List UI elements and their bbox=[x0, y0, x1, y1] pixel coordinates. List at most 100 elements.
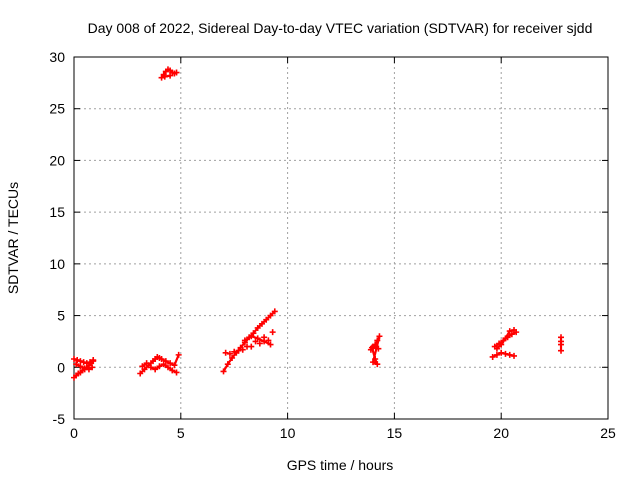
point-trail bbox=[370, 347, 377, 360]
data-points bbox=[71, 66, 565, 381]
point-trail bbox=[164, 74, 171, 78]
y-axis-label: SDTVAR / TECUs bbox=[5, 182, 21, 294]
chart-title: Day 008 of 2022, Sidereal Day-to-day VTE… bbox=[88, 20, 593, 36]
point-trail bbox=[173, 354, 180, 366]
point-trail bbox=[161, 358, 167, 363]
y-tick-label: 20 bbox=[49, 152, 65, 168]
point-trail bbox=[75, 363, 81, 368]
x-tick-label: 10 bbox=[280, 425, 296, 441]
cluster-20h bbox=[489, 327, 520, 360]
data-point bbox=[256, 340, 263, 347]
point-trail bbox=[509, 328, 515, 333]
plot-frame bbox=[73, 56, 609, 420]
point-trail bbox=[163, 363, 169, 369]
point-trail bbox=[79, 369, 84, 374]
point-trail bbox=[79, 365, 86, 370]
point-trail bbox=[269, 310, 276, 317]
y-tick-label: 30 bbox=[49, 49, 65, 65]
data-point bbox=[248, 343, 255, 350]
point-trail bbox=[496, 343, 502, 350]
point-trail bbox=[162, 70, 167, 76]
point-trail bbox=[265, 314, 272, 321]
point-trail bbox=[165, 68, 169, 73]
point-trail bbox=[86, 364, 90, 369]
point-trail bbox=[496, 351, 502, 356]
cluster-4h-high bbox=[158, 66, 180, 81]
point-trail bbox=[139, 368, 146, 375]
point-trail bbox=[156, 355, 160, 359]
point-trail bbox=[231, 352, 238, 359]
point-trail bbox=[504, 330, 511, 339]
point-trail bbox=[73, 374, 77, 379]
x-tick-label: 0 bbox=[70, 425, 78, 441]
point-trail bbox=[88, 362, 92, 367]
point-trail bbox=[244, 335, 252, 342]
point-trail bbox=[250, 335, 259, 340]
cluster-8h bbox=[220, 308, 278, 375]
point-trail bbox=[88, 366, 93, 371]
cluster-0h bbox=[71, 356, 97, 381]
point-trail bbox=[76, 358, 81, 363]
point-trail bbox=[158, 363, 165, 368]
point-trail bbox=[256, 323, 263, 329]
point-trail bbox=[372, 343, 376, 348]
point-trail bbox=[167, 68, 171, 72]
data-point bbox=[271, 308, 278, 315]
data-point bbox=[222, 349, 229, 356]
point-trail bbox=[171, 71, 175, 75]
point-trail bbox=[169, 69, 174, 74]
point-trail bbox=[371, 346, 379, 350]
point-trail bbox=[239, 341, 246, 349]
y-tick-label: -5 bbox=[53, 411, 66, 427]
x-tick-label: 20 bbox=[493, 425, 509, 441]
point-trail bbox=[82, 368, 86, 372]
x-axis-label: GPS time / hours bbox=[287, 457, 394, 473]
point-trail bbox=[147, 360, 154, 367]
y-tick-label: 0 bbox=[57, 359, 65, 375]
x-tick-label: 25 bbox=[600, 425, 616, 441]
y-tick-label: 25 bbox=[49, 101, 65, 117]
point-trail bbox=[500, 351, 506, 355]
point-trail bbox=[374, 339, 379, 346]
data-point bbox=[269, 329, 276, 336]
point-trail bbox=[506, 333, 513, 339]
point-trail bbox=[143, 364, 150, 371]
point-trail bbox=[152, 358, 156, 362]
point-trail bbox=[141, 362, 148, 368]
data-point bbox=[252, 338, 259, 345]
point-trail bbox=[492, 353, 498, 358]
point-trail bbox=[257, 337, 265, 343]
point-trail bbox=[167, 366, 173, 372]
point-trail bbox=[374, 358, 379, 365]
data-point bbox=[239, 346, 246, 353]
x-tick-label: 15 bbox=[387, 425, 403, 441]
grid bbox=[74, 57, 608, 419]
point-trail bbox=[73, 357, 78, 362]
cluster-23h bbox=[558, 334, 565, 354]
point-trail bbox=[165, 360, 171, 365]
point-trail bbox=[235, 346, 242, 354]
y-tick-label: 5 bbox=[57, 308, 65, 324]
point-trail bbox=[505, 352, 511, 356]
point-trail bbox=[173, 71, 178, 75]
point-trail bbox=[500, 337, 507, 346]
point-trail bbox=[89, 359, 94, 364]
point-trail bbox=[84, 367, 90, 371]
point-trail bbox=[154, 365, 161, 371]
point-trail bbox=[83, 361, 88, 365]
point-trail bbox=[494, 342, 500, 348]
point-trail bbox=[150, 366, 156, 371]
data-point bbox=[493, 345, 500, 352]
point-trail bbox=[511, 331, 517, 336]
point-trail bbox=[252, 327, 259, 334]
point-trail bbox=[86, 361, 91, 365]
cluster-14h bbox=[367, 333, 383, 368]
point-trail bbox=[171, 369, 178, 374]
point-trail bbox=[263, 340, 271, 346]
point-trail bbox=[160, 73, 165, 79]
point-trail bbox=[75, 372, 80, 377]
point-trail bbox=[77, 371, 81, 375]
y-tick-label: 15 bbox=[49, 204, 65, 220]
